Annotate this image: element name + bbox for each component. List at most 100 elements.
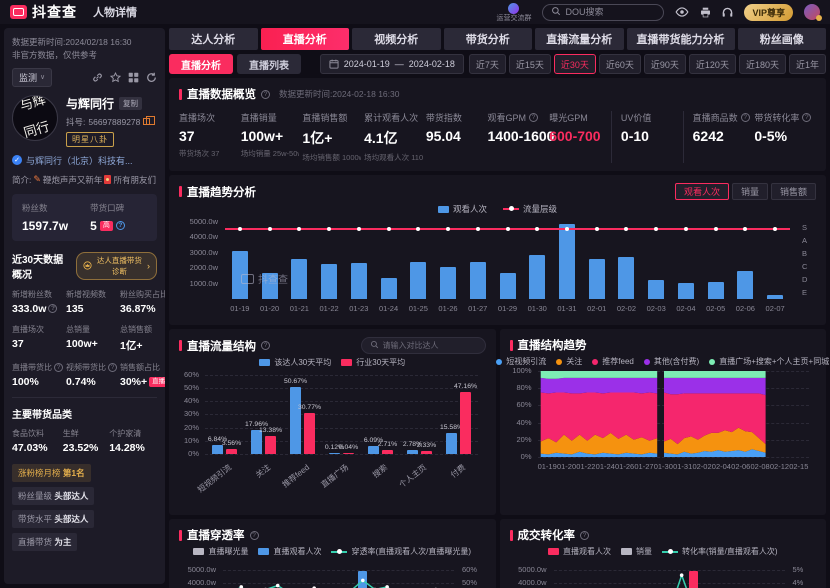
headset-icon[interactable] [722, 7, 733, 18]
trend-metric-toggle[interactable]: 观看人次 [674, 183, 729, 200]
quick-range-button[interactable]: 近120天 [688, 54, 736, 74]
info-icon[interactable] [740, 113, 750, 122]
compare-search[interactable] [360, 337, 486, 354]
link-icon[interactable] [92, 72, 103, 83]
chart-element [380, 277, 397, 299]
info-icon[interactable] [261, 341, 270, 350]
quick-range-button[interactable]: 近7天 [468, 54, 506, 74]
chart-element: S [802, 223, 808, 233]
copy-id-icon[interactable] [143, 116, 156, 125]
legend-conversion-rate[interactable]: 转化率(销量/直播观看人次) [661, 546, 778, 557]
sub-tab[interactable]: 直播列表 [237, 54, 301, 74]
sub-tab[interactable]: 直播分析 [169, 54, 233, 74]
main-tab[interactable]: 粉丝画像 [737, 28, 826, 50]
profile-sidebar: 数据更新时间:2024/02/18 16:30 非官方数据，仅供参考 监测 与辉… [4, 28, 165, 584]
star-icon[interactable] [110, 71, 121, 83]
category-title: 主要带货品类 [12, 409, 72, 421]
app-logo[interactable]: 抖查查 [10, 2, 77, 22]
structure-legend-item[interactable]: 关注 [556, 356, 582, 367]
compare-input[interactable] [382, 341, 477, 350]
quick-range-button[interactable]: 近90天 [643, 54, 686, 74]
structure-legend-item[interactable]: 推荐feed [592, 356, 634, 367]
chart-element [654, 227, 659, 232]
nav-person-detail[interactable]: 人物详情 [93, 7, 137, 19]
legend-exposure[interactable]: 直播曝光量 [193, 546, 248, 557]
quick-range-button[interactable]: 近180天 [738, 54, 786, 74]
overview-stat: 带货转化率 0-5% [754, 111, 816, 163]
chart-element [304, 413, 315, 454]
main-tab[interactable]: 直播流量分析 [535, 28, 624, 50]
trend-metric-toggle[interactable]: 销量 [731, 183, 768, 200]
chart-element [205, 454, 478, 455]
printer-icon[interactable] [700, 7, 711, 18]
structure-legend-item[interactable]: 短视频引流 [496, 356, 546, 367]
quick-range-button[interactable]: 近15天 [508, 54, 551, 74]
bio-row[interactable]: 简介: ✎ 鞭炮声声又新年 所有朋友们，龙年... ∨ [12, 174, 157, 185]
copy-name-button[interactable]: 复制 [119, 96, 143, 110]
flow-structure-chart: 0% 10% 20% 30% 40% 50% 60% 6.84% 3.56% 短视频引流 17.96… [179, 371, 486, 495]
info-icon[interactable] [249, 530, 259, 540]
info-icon[interactable] [48, 304, 58, 313]
structure-legend-item[interactable]: 直播广场+搜索+个人主页+同城 [709, 356, 829, 367]
chart-element: 3000.0w [189, 247, 218, 257]
chart-element: B [802, 249, 808, 259]
info-icon[interactable] [261, 89, 270, 99]
legend-views[interactable]: 观看人次 [437, 203, 487, 215]
chart-element [239, 585, 244, 588]
chart-element [297, 227, 302, 232]
structure-trend-chart: 0% 20% 40% 60% 80% 100% 01-19 01-20 01-22 01-24 01… [510, 367, 817, 470]
date-range-picker[interactable]: 2024-01-19—2024-02-18 [319, 54, 464, 74]
chart-element: 01-21 [289, 304, 309, 313]
chart-element [683, 227, 688, 232]
chart-element: 02-02 [616, 304, 637, 313]
quick-range-button[interactable]: 近60天 [598, 54, 641, 74]
chart-element [205, 374, 478, 376]
overview-stat: 直播销量 100w+ 场均销量 25w-50w [240, 113, 300, 158]
vip-badge[interactable]: VIP尊享 [744, 3, 793, 21]
info-icon[interactable] [108, 362, 117, 372]
structure-legend-item[interactable]: 其他(含付费) [643, 356, 699, 367]
quick-range-button[interactable]: 近30天 [553, 54, 596, 74]
chart-element: 01-24 [378, 304, 399, 313]
chart-element [440, 266, 457, 299]
main-tab[interactable]: 带货分析 [443, 28, 532, 50]
diagnose-button[interactable]: 达人直播带货诊断 [75, 251, 157, 280]
legend-views[interactable]: 直播观看人次 [547, 546, 611, 557]
legend-this-creator[interactable]: 该达人30天平均 [259, 357, 331, 368]
chart-element: 50% [462, 578, 478, 587]
chart-element [265, 436, 276, 454]
info-icon[interactable] [529, 113, 539, 122]
grid-icon[interactable] [128, 72, 139, 83]
user-avatar[interactable] [804, 4, 822, 21]
legend-industry[interactable]: 行业30天平均 [341, 357, 405, 368]
legend-penetration-rate[interactable]: 穿透率(直播观看人次/直播曝光量) [331, 546, 471, 557]
search-input[interactable] [565, 7, 656, 17]
chart-element: 抖查查 [258, 275, 288, 286]
info-icon[interactable] [802, 113, 812, 122]
quick-range-button[interactable]: 近1年 [788, 54, 826, 74]
topbar-search[interactable] [542, 3, 665, 21]
profile-avatar[interactable]: 与辉 同行 [12, 94, 58, 141]
chart-element [663, 371, 766, 378]
legend-sales[interactable]: 销量 [620, 546, 652, 557]
trend-metric-toggle[interactable]: 销售额 [770, 183, 816, 200]
main-tab[interactable]: 直播分析 [260, 28, 349, 50]
eye-icon[interactable] [675, 7, 689, 17]
main-tab[interactable]: 直播带货能力分析 [626, 28, 735, 50]
data-update-time: 数据更新时间:2024/02/18 16:30 [12, 37, 132, 47]
overview-stat: 直播场次 37 带货场次 37 [179, 113, 220, 158]
legend-views[interactable]: 直播观看人次 [258, 546, 321, 557]
info-icon[interactable] [115, 221, 125, 230]
legend-flow-level[interactable]: 流量层级 [503, 203, 557, 215]
main-tab[interactable]: 视频分析 [352, 28, 441, 50]
community-entry[interactable]: 运营交流群 [496, 2, 531, 22]
chart-element [663, 427, 766, 455]
overview-stat: 直播销售额 1亿+ 场均销售额 1000w-2500w [302, 113, 361, 162]
info-icon[interactable] [54, 362, 63, 372]
main-tab[interactable]: 达人分析 [169, 28, 258, 50]
refresh-icon[interactable] [146, 72, 157, 83]
chart-element [535, 227, 540, 232]
monitor-button[interactable]: 监测 [12, 67, 53, 87]
info-icon[interactable] [580, 530, 589, 540]
category-item: 生鲜 23.52% [62, 428, 99, 454]
